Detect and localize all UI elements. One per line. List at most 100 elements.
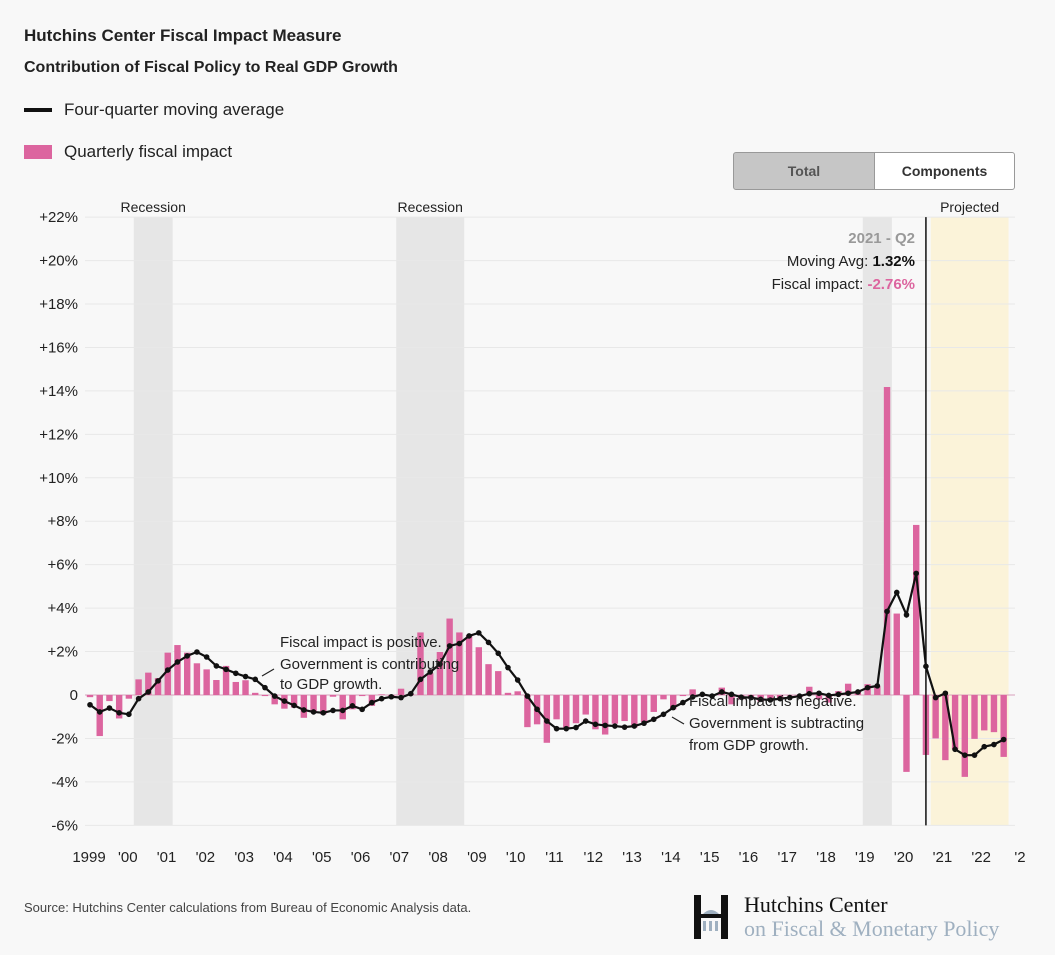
fiscal-impact-bar	[553, 695, 560, 720]
fiscal-impact-bar	[242, 680, 249, 695]
moving-average-point	[738, 694, 745, 700]
moving-average-point	[962, 752, 968, 758]
moving-average-point	[835, 691, 842, 698]
moving-average-point	[563, 725, 570, 732]
y-tick-label: +10%	[39, 470, 78, 487]
fiscal-impact-bar	[261, 695, 269, 697]
moving-average-point	[952, 746, 958, 753]
y-tick-label: +22%	[39, 209, 78, 226]
moving-average-point	[874, 683, 881, 689]
fiscal-impact-bar	[456, 632, 463, 695]
moving-average-point	[378, 695, 385, 702]
y-tick-label: -6%	[51, 817, 78, 834]
chart-title: Hutchins Center Fiscal Impact Measure	[24, 26, 342, 45]
moving-average-point	[388, 693, 395, 700]
moving-average-point	[164, 667, 171, 673]
moving-average-point	[612, 723, 618, 729]
recession-label: Recession	[398, 199, 463, 215]
moving-average-point	[524, 693, 531, 699]
moving-average-point	[719, 689, 725, 695]
moving-average-point	[359, 706, 365, 713]
x-tick-label: '14	[661, 849, 681, 866]
moving-average-point	[534, 706, 540, 713]
fiscal-impact-bar	[728, 695, 735, 705]
legend-label: Four-quarter moving average	[64, 100, 285, 119]
moving-average-point	[544, 718, 550, 724]
moving-average-point	[602, 722, 608, 729]
moving-average-point	[855, 689, 861, 695]
moving-average-point	[446, 643, 453, 649]
projected-label: Projected	[940, 199, 999, 215]
moving-average-point	[767, 697, 774, 703]
moving-average-point	[971, 752, 978, 758]
fiscal-impact-bar	[115, 695, 123, 719]
x-tick-label: '12	[584, 849, 604, 866]
legend-item-fiscal-impact: Quarterly fiscal impact	[24, 142, 232, 162]
fiscal-impact-bar	[135, 679, 142, 695]
fiscal-impact-bar	[300, 695, 308, 718]
source-note: Source: Hutchins Center calculations fro…	[24, 900, 472, 915]
moving-average-point	[174, 659, 181, 665]
moving-average-point	[252, 676, 259, 683]
moving-average-point	[553, 725, 560, 732]
fiscal-impact-bar	[981, 695, 988, 731]
fiscal-impact-bar	[961, 695, 968, 777]
x-tick-label: '16	[739, 849, 759, 866]
fiscal-impact-bar	[252, 692, 259, 695]
fiscal-impact-bar	[427, 673, 434, 695]
moving-average-point	[116, 710, 122, 716]
moving-average-point	[233, 670, 239, 677]
y-tick-label: +8%	[48, 513, 78, 530]
moving-average-point	[271, 693, 278, 699]
fiscal-impact-bar	[232, 681, 239, 695]
x-tick-label: '08	[428, 849, 448, 866]
x-tick-label: '04	[273, 849, 293, 866]
fiscal-impact-bar	[465, 635, 473, 695]
fiscal-impact-bar	[903, 695, 910, 772]
moving-average-point	[884, 608, 890, 615]
fiscal-impact-chart[interactable]: Recession Recession Projected +22% +20% +18% +…	[0, 0, 1055, 880]
moving-average-point	[320, 710, 327, 716]
components-toggle-button[interactable]: Components	[874, 152, 1015, 190]
fiscal-impact-bar	[329, 695, 337, 697]
fiscal-impact-bar	[670, 695, 677, 710]
fiscal-impact-bar	[640, 695, 648, 723]
fiscal-impact-bar	[874, 685, 881, 695]
moving-average-point	[281, 698, 288, 704]
x-tick-label: '03	[234, 849, 254, 866]
hover-tooltip: 2021 - Q2 Moving Avg: 1.32% Fiscal impac…	[772, 230, 915, 293]
fiscal-impact-bar	[631, 695, 638, 728]
fiscal-impact-bar	[1000, 695, 1007, 757]
fiscal-impact-bar	[106, 695, 113, 702]
moving-average-point	[87, 701, 93, 708]
fiscal-impact-bar	[475, 647, 482, 695]
legend-label: Quarterly fiscal impact	[64, 142, 233, 161]
moving-average-point	[981, 743, 988, 750]
moving-average-point	[242, 673, 249, 680]
fiscal-impact-bar	[310, 695, 317, 712]
moving-average-point	[213, 663, 220, 669]
fiscal-impact-bar	[174, 645, 181, 695]
moving-average-point	[339, 707, 346, 714]
fiscal-impact-bar	[96, 695, 103, 737]
x-tick-label: '10	[506, 849, 526, 866]
moving-average-point	[777, 695, 783, 702]
total-toggle-button[interactable]: Total	[733, 152, 875, 190]
fiscal-impact-bar	[125, 695, 133, 699]
fiscal-impact-bar	[86, 695, 94, 698]
moving-average-point	[864, 684, 871, 691]
moving-average-point	[349, 703, 356, 709]
fiscal-impact-bar	[592, 695, 599, 730]
fiscal-impact-bar	[893, 613, 900, 695]
moving-average-point	[1000, 736, 1007, 743]
fiscal-impact-bar	[990, 695, 998, 733]
moving-average-point	[582, 718, 589, 724]
x-tick-label: '00	[118, 849, 138, 866]
line-swatch-icon	[24, 108, 52, 112]
fiscal-impact-bar	[942, 695, 949, 761]
moving-average-point	[923, 663, 929, 670]
fiscal-impact-bar	[290, 695, 298, 708]
x-tick-label: 1999	[72, 849, 105, 866]
moving-average-point	[689, 694, 696, 700]
moving-average-point	[223, 666, 229, 673]
